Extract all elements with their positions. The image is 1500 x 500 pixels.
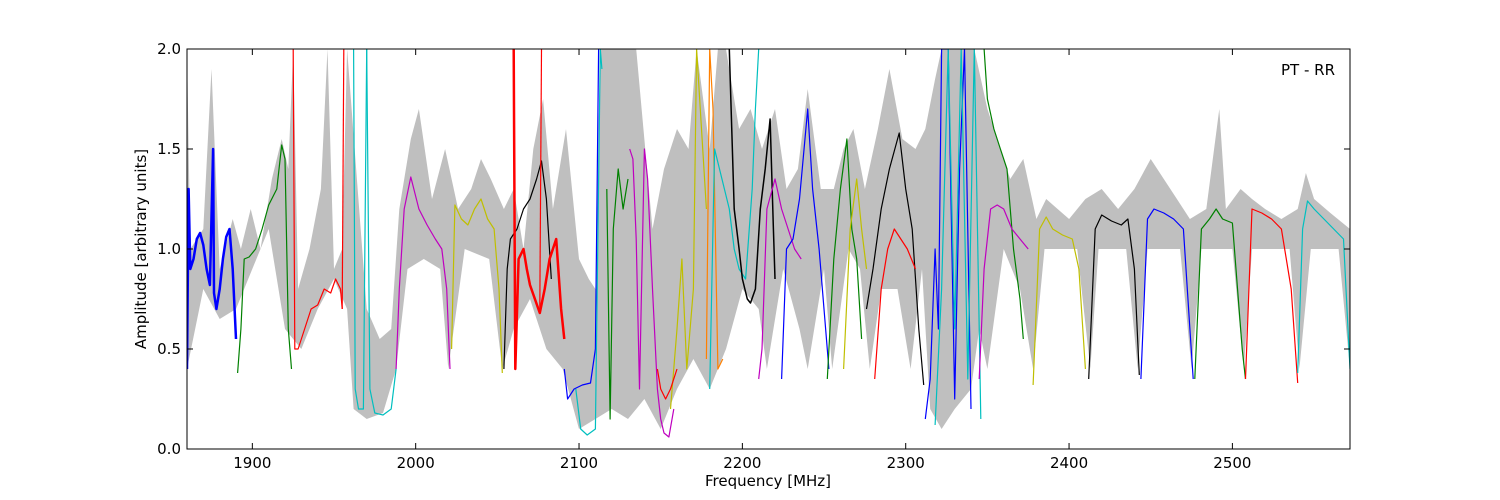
envelope-band [187, 49, 1350, 429]
series-line-24 [843, 178, 868, 370]
plot-area [187, 49, 1350, 438]
series-line-19 [709, 49, 760, 390]
x-tick-label: 2100 [560, 454, 598, 472]
series-line-10 [512, 49, 566, 371]
series-line-30 [978, 204, 1029, 380]
series-line-13 [575, 49, 603, 436]
series-line-3 [292, 49, 343, 350]
y-axis-label: Amplitude [arbitrary units] [132, 149, 150, 349]
y-axis-ticks: 0.0 0.5 1.0 1.5 2.0 [157, 40, 1350, 458]
x-tick-label: 2300 [887, 454, 925, 472]
x-tick-label: 1900 [233, 454, 271, 472]
series-line-11 [539, 49, 543, 310]
series-line-36 [1297, 200, 1350, 374]
series-line-21 [758, 178, 802, 380]
series-line-29 [983, 49, 1024, 340]
y-tick-label: 0.5 [157, 340, 181, 358]
series-line-17 [656, 368, 678, 400]
series-line-31 [1032, 216, 1086, 386]
series-line-26 [874, 228, 917, 380]
x-axis-label: Frequency [MHz] [705, 472, 831, 490]
series-line-4 [341, 49, 345, 310]
series-line-22 [781, 108, 830, 380]
series-line-35 [1244, 208, 1299, 384]
y-tick-label: 1.0 [157, 240, 181, 258]
envelope-layer [187, 49, 1350, 429]
series-layer [187, 49, 1350, 438]
x-tick-label: 2200 [723, 454, 761, 472]
chart-annotation: PT - RR [1281, 61, 1335, 79]
y-tick-label: 2.0 [157, 40, 181, 58]
series-line-20 [728, 49, 776, 304]
series-line-28 [934, 49, 982, 426]
series-line-5 [353, 49, 368, 410]
x-tick-label: 2400 [1050, 454, 1088, 472]
series-line-9 [503, 160, 552, 370]
series-line-15 [629, 148, 675, 438]
series-line-16 [669, 49, 707, 410]
series-line-14 [606, 168, 629, 420]
y-tick-label: 1.5 [157, 140, 181, 158]
x-tick-label: 2500 [1213, 454, 1251, 472]
series-line-32 [1088, 214, 1140, 380]
x-axis-ticks: 1900 2000 2100 2200 2300 2400 2500 [233, 49, 1251, 472]
series-line-6 [366, 49, 397, 416]
series-line-33 [1140, 208, 1194, 380]
series-line-2 [237, 144, 293, 374]
series-line-18 [705, 49, 724, 370]
y-tick-label: 0.0 [157, 440, 181, 458]
series-line-1 [187, 147, 238, 370]
series-line-34 [1194, 208, 1247, 380]
series-line-25 [865, 132, 925, 386]
series-line-12 [563, 49, 600, 400]
series-line-7 [395, 176, 451, 370]
series-line-23 [826, 138, 863, 380]
series-line-8 [451, 198, 503, 374]
x-tick-label: 2000 [397, 454, 435, 472]
